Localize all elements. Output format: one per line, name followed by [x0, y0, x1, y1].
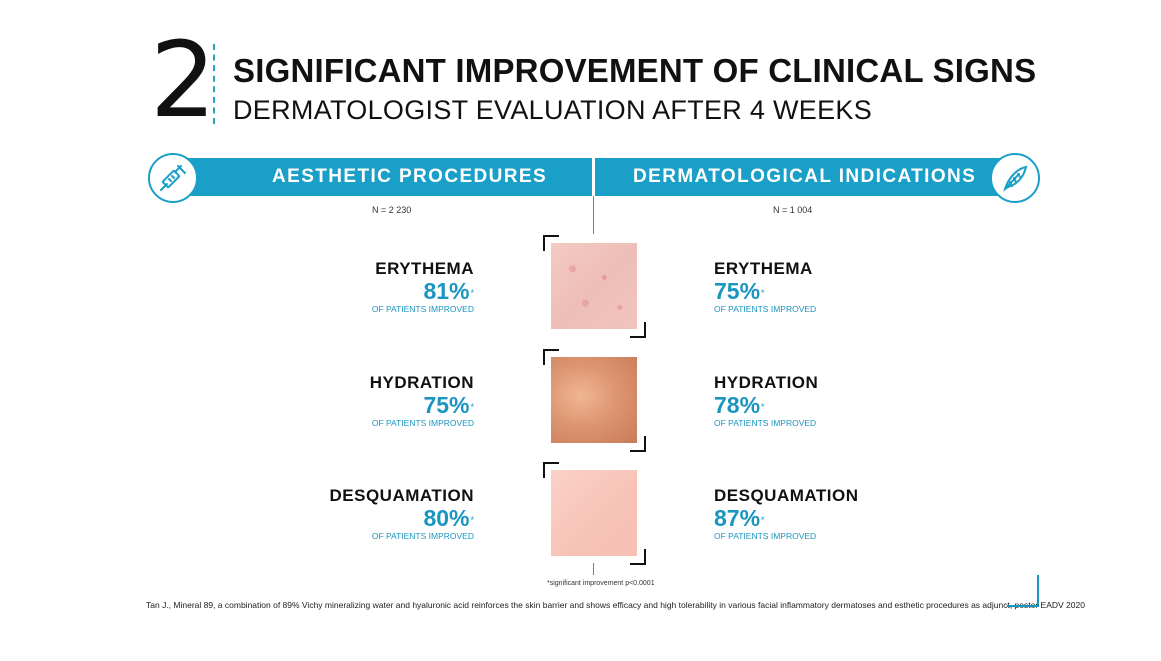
desquamation-skin-photo: [551, 470, 637, 556]
aesthetic-hydration: HYDRATION 75%* OF PATIENTS IMPROVED: [254, 373, 474, 429]
aesthetic-erythema: ERYTHEMA 81%* OF PATIENTS IMPROVED: [254, 259, 474, 315]
page-title: SIGNIFICANT IMPROVEMENT OF CLINICAL SIGN…: [233, 52, 1037, 89]
center-divider-top: [593, 196, 594, 234]
reference-citation: Tan J., Mineral 89, a combination of 89%…: [146, 600, 1085, 610]
sign-note: OF PATIENTS IMPROVED: [714, 304, 817, 314]
sign-note: OF PATIENTS IMPROVED: [371, 304, 474, 314]
sign-name: DESQUAMATION: [714, 486, 859, 505]
photo-bracket: [543, 462, 559, 478]
sign-percentage: 75%*: [423, 392, 474, 418]
banner-divider: [592, 158, 595, 196]
sign-note: OF PATIENTS IMPROVED: [714, 531, 817, 541]
sign-percentage: 80%*: [423, 505, 474, 531]
sign-name: ERYTHEMA: [714, 259, 813, 278]
dermatological-hydration: HYDRATION 78%* OF PATIENTS IMPROVED: [714, 373, 954, 429]
aesthetic-desquamation: DESQUAMATION 80%* OF PATIENTS IMPROVED: [254, 486, 474, 542]
sign-name: HYDRATION: [714, 373, 819, 392]
photo-bracket: [630, 549, 646, 565]
aesthetic-procedures-label: AESTHETIC PROCEDURES: [272, 166, 548, 187]
aesthetic-sample-size: N = 2 230: [372, 205, 412, 215]
sign-note: OF PATIENTS IMPROVED: [371, 531, 474, 541]
title-divider: [213, 44, 215, 124]
feather-icon: [990, 153, 1040, 203]
page-subtitle: DERMATOLOGIST EVALUATION AFTER 4 WEEKS: [233, 95, 873, 125]
hydration-skin-photo: [551, 357, 637, 443]
dermatological-erythema: ERYTHEMA 75%* OF PATIENTS IMPROVED: [714, 259, 954, 315]
sign-percentage: 87%*: [714, 505, 765, 531]
photo-bracket: [543, 349, 559, 365]
dermatological-sample-size: N = 1 004: [773, 205, 813, 215]
sign-percentage: 78%*: [714, 392, 765, 418]
section-number: 2: [150, 19, 217, 141]
center-divider-bottom: [593, 563, 594, 575]
sign-name: HYDRATION: [369, 373, 474, 392]
photo-bracket: [630, 322, 646, 338]
footer-bracket: [1007, 575, 1039, 607]
sign-name: DESQUAMATION: [329, 486, 474, 505]
photo-bracket: [630, 436, 646, 452]
sign-percentage: 81%*: [423, 278, 474, 304]
syringe-icon: [148, 153, 198, 203]
dermatological-desquamation: DESQUAMATION 87%* OF PATIENTS IMPROVED: [714, 486, 954, 542]
sign-name: ERYTHEMA: [375, 259, 474, 278]
photo-bracket: [543, 235, 559, 251]
sign-note: OF PATIENTS IMPROVED: [714, 418, 817, 428]
sign-percentage: 75%*: [714, 278, 765, 304]
dermatological-indications-label: DERMATOLOGICAL INDICATIONS: [633, 166, 977, 187]
erythema-skin-photo: [551, 243, 637, 329]
sign-note: OF PATIENTS IMPROVED: [371, 418, 474, 428]
significance-footnote: *significant improvement p<0.0001: [547, 580, 655, 587]
